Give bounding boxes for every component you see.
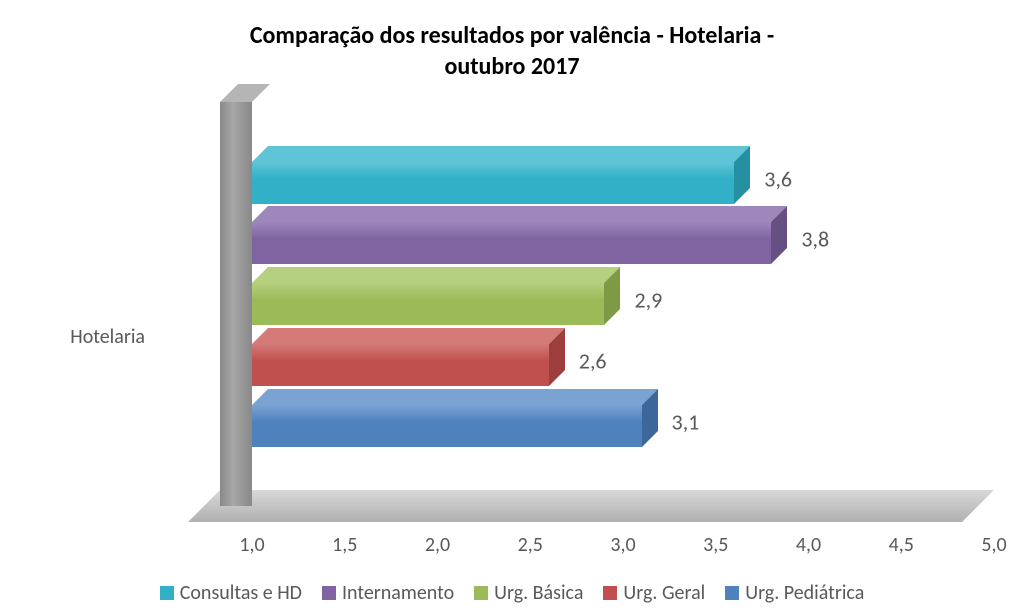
legend-swatch (603, 586, 617, 600)
chart-floor (188, 490, 994, 522)
x-axis-tick: 3,0 (610, 533, 635, 557)
x-axis-tick: 2,0 (425, 533, 450, 557)
legend-swatch (160, 586, 174, 600)
legend-swatch (474, 586, 488, 600)
bar-value-label: 2,9 (634, 287, 662, 314)
bars-region: 3,6 3,8 2,9 2,6 3,1 (160, 102, 994, 506)
bar-row: 2,6 (252, 344, 994, 386)
bar-group: 3,6 3,8 2,9 2,6 3,1 (252, 152, 994, 456)
x-axis-tick: 2,5 (518, 533, 543, 557)
axis-top-cap (220, 84, 270, 102)
bar-front (252, 283, 604, 325)
bar-row: 3,8 (252, 222, 994, 264)
chart-title-line1: Comparação dos resultados por valência -… (30, 20, 994, 51)
bar-top (252, 267, 620, 283)
bar-front (252, 405, 642, 447)
bar-row: 3,1 (252, 405, 994, 447)
bar-front (252, 162, 734, 204)
bar-value-label: 2,6 (579, 347, 607, 374)
bar (252, 405, 642, 447)
legend-item: Consultas e HD (160, 581, 302, 605)
legend-swatch (322, 586, 336, 600)
x-axis-tick: 3,5 (703, 533, 728, 557)
vertical-axis-bar (220, 102, 252, 506)
legend-swatch (725, 586, 739, 600)
legend-item: Urg. Básica (474, 581, 583, 605)
bar-top (252, 389, 658, 405)
bar-value-label: 3,6 (764, 165, 792, 192)
bar-front (252, 344, 549, 386)
y-axis-category-label: Hotelaria (30, 102, 160, 571)
bar-front (252, 222, 771, 264)
x-axis-tick: 4,0 (796, 533, 821, 557)
x-axis-tick: 1,5 (332, 533, 357, 557)
legend: Consultas e HD Internamento Urg. Básica Urg… (30, 571, 994, 605)
bar (252, 222, 771, 264)
bar-row: 2,9 (252, 283, 994, 325)
legend-label: Consultas e HD (180, 581, 302, 605)
bar-top (252, 206, 787, 222)
x-axis-tick: 5,0 (981, 533, 1006, 557)
chart-title-line2: outubro 2017 (30, 51, 994, 82)
bar (252, 162, 734, 204)
legend-label: Urg. Pediátrica (745, 581, 864, 605)
legend-label: Internamento (342, 581, 454, 605)
x-axis-tick: 4,5 (889, 533, 914, 557)
chart-title: Comparação dos resultados por valência -… (30, 20, 994, 82)
chart-container: Comparação dos resultados por valência -… (0, 0, 1024, 615)
legend-item: Urg. Pediátrica (725, 581, 864, 605)
bar-value-label: 3,8 (801, 226, 829, 253)
bar-row: 3,6 (252, 162, 994, 204)
legend-item: Urg. Geral (603, 581, 705, 605)
bar-top (252, 328, 565, 344)
bar-value-label: 3,1 (672, 408, 700, 435)
bar (252, 344, 549, 386)
bar (252, 283, 604, 325)
legend-label: Urg. Básica (494, 581, 583, 605)
legend-label: Urg. Geral (623, 581, 705, 605)
chart-body: Hotelaria 3,63,82,92,63,1 1,01,52,02,53,… (30, 102, 994, 571)
bar-top (252, 146, 750, 162)
x-axis-tick: 1,0 (239, 533, 264, 557)
legend-item: Internamento (322, 581, 454, 605)
x-axis: 1,01,52,02,53,03,54,04,55,0 (252, 521, 994, 571)
plot-area: 3,6 3,8 2,9 2,6 3,1 1,0 1,5 2,0 2,5 3,0 3,5 4,0 4,5… (160, 102, 994, 571)
